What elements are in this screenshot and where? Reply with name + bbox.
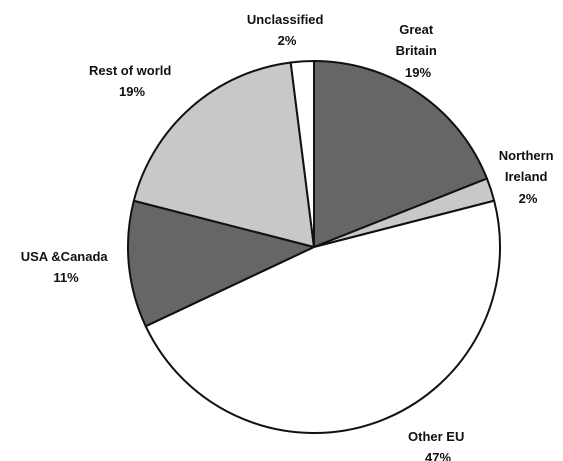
label-usa-canada: USA &Canada 11%	[21, 249, 112, 285]
label-great-britain: Great Britain 19%	[396, 22, 441, 80]
label-great-britain-pct: 19%	[405, 65, 431, 80]
label-usa-canada-line-1: USA &Canada	[21, 249, 109, 264]
pie-slice-row	[132, 61, 315, 248]
pie-slices	[127, 60, 501, 435]
label-other-eu: Other EU 47%	[408, 429, 468, 461]
label-rest-of-world-pct: 19%	[119, 84, 145, 99]
label-usa-canada-pct: 11%	[53, 270, 79, 285]
label-unclassified: Unclassified 2%	[247, 12, 327, 48]
pie-slice-usa	[127, 199, 315, 328]
pie-slice-eu	[144, 199, 501, 435]
label-other-eu-pct: 47%	[425, 450, 451, 461]
label-northern-ireland: Northern Ireland 2%	[499, 148, 558, 206]
pie-slice-unc	[289, 60, 315, 248]
label-unclassified-line-1: Unclassified	[247, 12, 324, 27]
label-rest-of-world: Rest of world 19%	[89, 63, 175, 99]
pie-slice-gb	[313, 60, 488, 248]
label-northern-ireland-line-1: Northern	[499, 148, 554, 163]
label-unclassified-pct: 2%	[278, 33, 297, 48]
label-great-britain-line-1: Great	[399, 22, 434, 37]
label-northern-ireland-pct: 2%	[519, 191, 538, 206]
label-great-britain-line-2: Britain	[396, 43, 437, 58]
label-rest-of-world-line-1: Rest of world	[89, 63, 171, 78]
label-other-eu-line-1: Other EU	[408, 429, 464, 444]
label-northern-ireland-line-2: Ireland	[505, 169, 548, 184]
